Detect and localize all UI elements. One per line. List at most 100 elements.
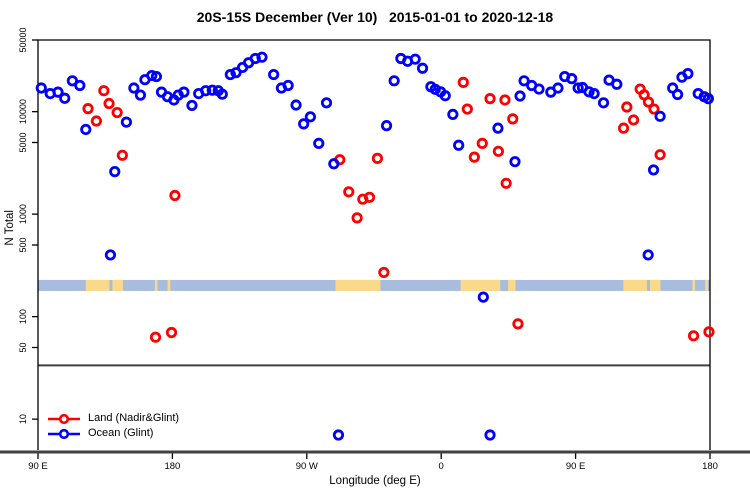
legend-series-symbol: [48, 413, 80, 424]
data-point-land: [116, 149, 128, 161]
map-band-land-segment: [692, 279, 696, 291]
data-point-land: [351, 212, 363, 224]
y-tick-label: 100: [18, 309, 28, 324]
data-point-land: [343, 186, 355, 198]
y-tick-label: 5000: [18, 132, 28, 152]
data-point-ocean: [380, 120, 393, 132]
x-axis-title: Longitude (deg E): [329, 475, 421, 487]
data-point-land: [98, 85, 110, 97]
data-point-ocean: [647, 164, 660, 176]
data-point-ocean: [200, 85, 212, 97]
data-point-ocean: [388, 75, 400, 87]
data-point-ocean: [671, 88, 684, 101]
data-point-ocean: [514, 90, 526, 102]
data-point-land: [82, 103, 94, 115]
data-point-ocean: [268, 68, 280, 81]
map-band-land-segment: [167, 279, 171, 291]
chart-title: 20S-15S December (Ver 10) 2015-01-01 to …: [196, 9, 554, 25]
data-point-ocean: [35, 82, 47, 94]
data-point-ocean: [552, 82, 564, 94]
y-tick-label: 10000: [18, 99, 28, 124]
data-point-ocean: [304, 111, 316, 123]
data-point-land: [111, 106, 123, 119]
legend-item: Ocean (Glint): [47, 426, 179, 441]
data-point-land: [512, 318, 524, 330]
data-point-ocean: [249, 52, 261, 65]
y-axis-title: N Total: [4, 210, 16, 246]
data-point-ocean: [416, 62, 429, 74]
data-point-land: [507, 113, 519, 125]
data-point-ocean: [282, 79, 294, 92]
y-tick-label: 50: [18, 342, 28, 352]
data-point-ocean: [104, 249, 117, 261]
legend-item: Land (Nadir&Glint): [47, 411, 179, 426]
data-point-land: [648, 103, 660, 115]
x-tick-label: 90 W: [296, 461, 318, 472]
data-point-ocean: [150, 70, 163, 83]
data-point-ocean: [256, 51, 268, 63]
legend-series-symbol: [48, 428, 80, 439]
data-point-land: [499, 94, 511, 106]
data-point-ocean: [518, 75, 530, 87]
data-point-ocean: [320, 97, 333, 109]
data-point-land: [165, 326, 178, 339]
data-point-ocean: [120, 116, 133, 128]
x-tick-label: 90 E: [566, 461, 586, 472]
data-point-ocean: [332, 429, 345, 441]
plot-border: [37, 39, 711, 450]
data-point-ocean: [206, 84, 218, 96]
data-point-ocean: [642, 249, 654, 261]
data-point-land: [500, 177, 512, 189]
data-point-ocean: [80, 123, 92, 136]
data-point-land: [169, 189, 181, 202]
data-point-land: [378, 266, 390, 279]
data-point-ocean: [447, 108, 459, 120]
legend-marker: [58, 413, 70, 424]
x-tick-label: 180: [702, 461, 718, 472]
data-point-ocean: [216, 88, 228, 100]
legend: Land (Nadir&Glint) Ocean (Glint): [47, 411, 179, 441]
y-tick-label: 50000: [18, 27, 28, 52]
data-point-ocean: [533, 83, 545, 95]
data-point-land: [90, 115, 102, 127]
data-point-ocean: [134, 89, 147, 101]
legend-marker: [58, 428, 70, 439]
data-point-ocean: [313, 137, 325, 149]
data-point-ocean: [597, 97, 610, 109]
data-point-land: [363, 191, 376, 203]
data-point-ocean: [588, 87, 600, 100]
data-point-ocean: [492, 122, 504, 134]
legend-label: Ocean (Glint): [88, 427, 154, 439]
map-band-land-segment: [508, 279, 516, 291]
data-point-ocean: [59, 92, 71, 104]
data-point-land: [457, 76, 469, 88]
data-point-land: [149, 331, 162, 343]
data-point-land: [642, 96, 655, 108]
data-point-land: [461, 103, 473, 115]
data-point-ocean: [409, 53, 421, 65]
data-point-land: [103, 97, 115, 110]
y-tick-label: 500: [18, 237, 28, 252]
data-point-ocean: [583, 86, 595, 98]
map-band-land-segment: [623, 279, 647, 291]
data-point-land: [687, 330, 700, 342]
data-point-ocean: [566, 73, 578, 85]
data-point-ocean: [109, 166, 121, 178]
x-tick-label: 90 E: [28, 461, 48, 472]
data-point-land: [484, 93, 496, 105]
data-point-ocean: [74, 79, 86, 92]
data-point-ocean: [128, 82, 140, 94]
data-point-ocean: [611, 78, 623, 90]
map-band-land-segment: [85, 279, 110, 291]
data-point-ocean: [509, 156, 521, 168]
data-point-ocean: [702, 93, 714, 105]
data-point-ocean: [654, 110, 666, 122]
map-band-land-segment: [112, 279, 123, 291]
data-point-land: [654, 149, 666, 161]
data-point-land: [476, 137, 488, 149]
data-point-ocean: [477, 291, 489, 303]
data-point-ocean: [178, 86, 190, 98]
map-band-land-segment: [705, 279, 708, 291]
